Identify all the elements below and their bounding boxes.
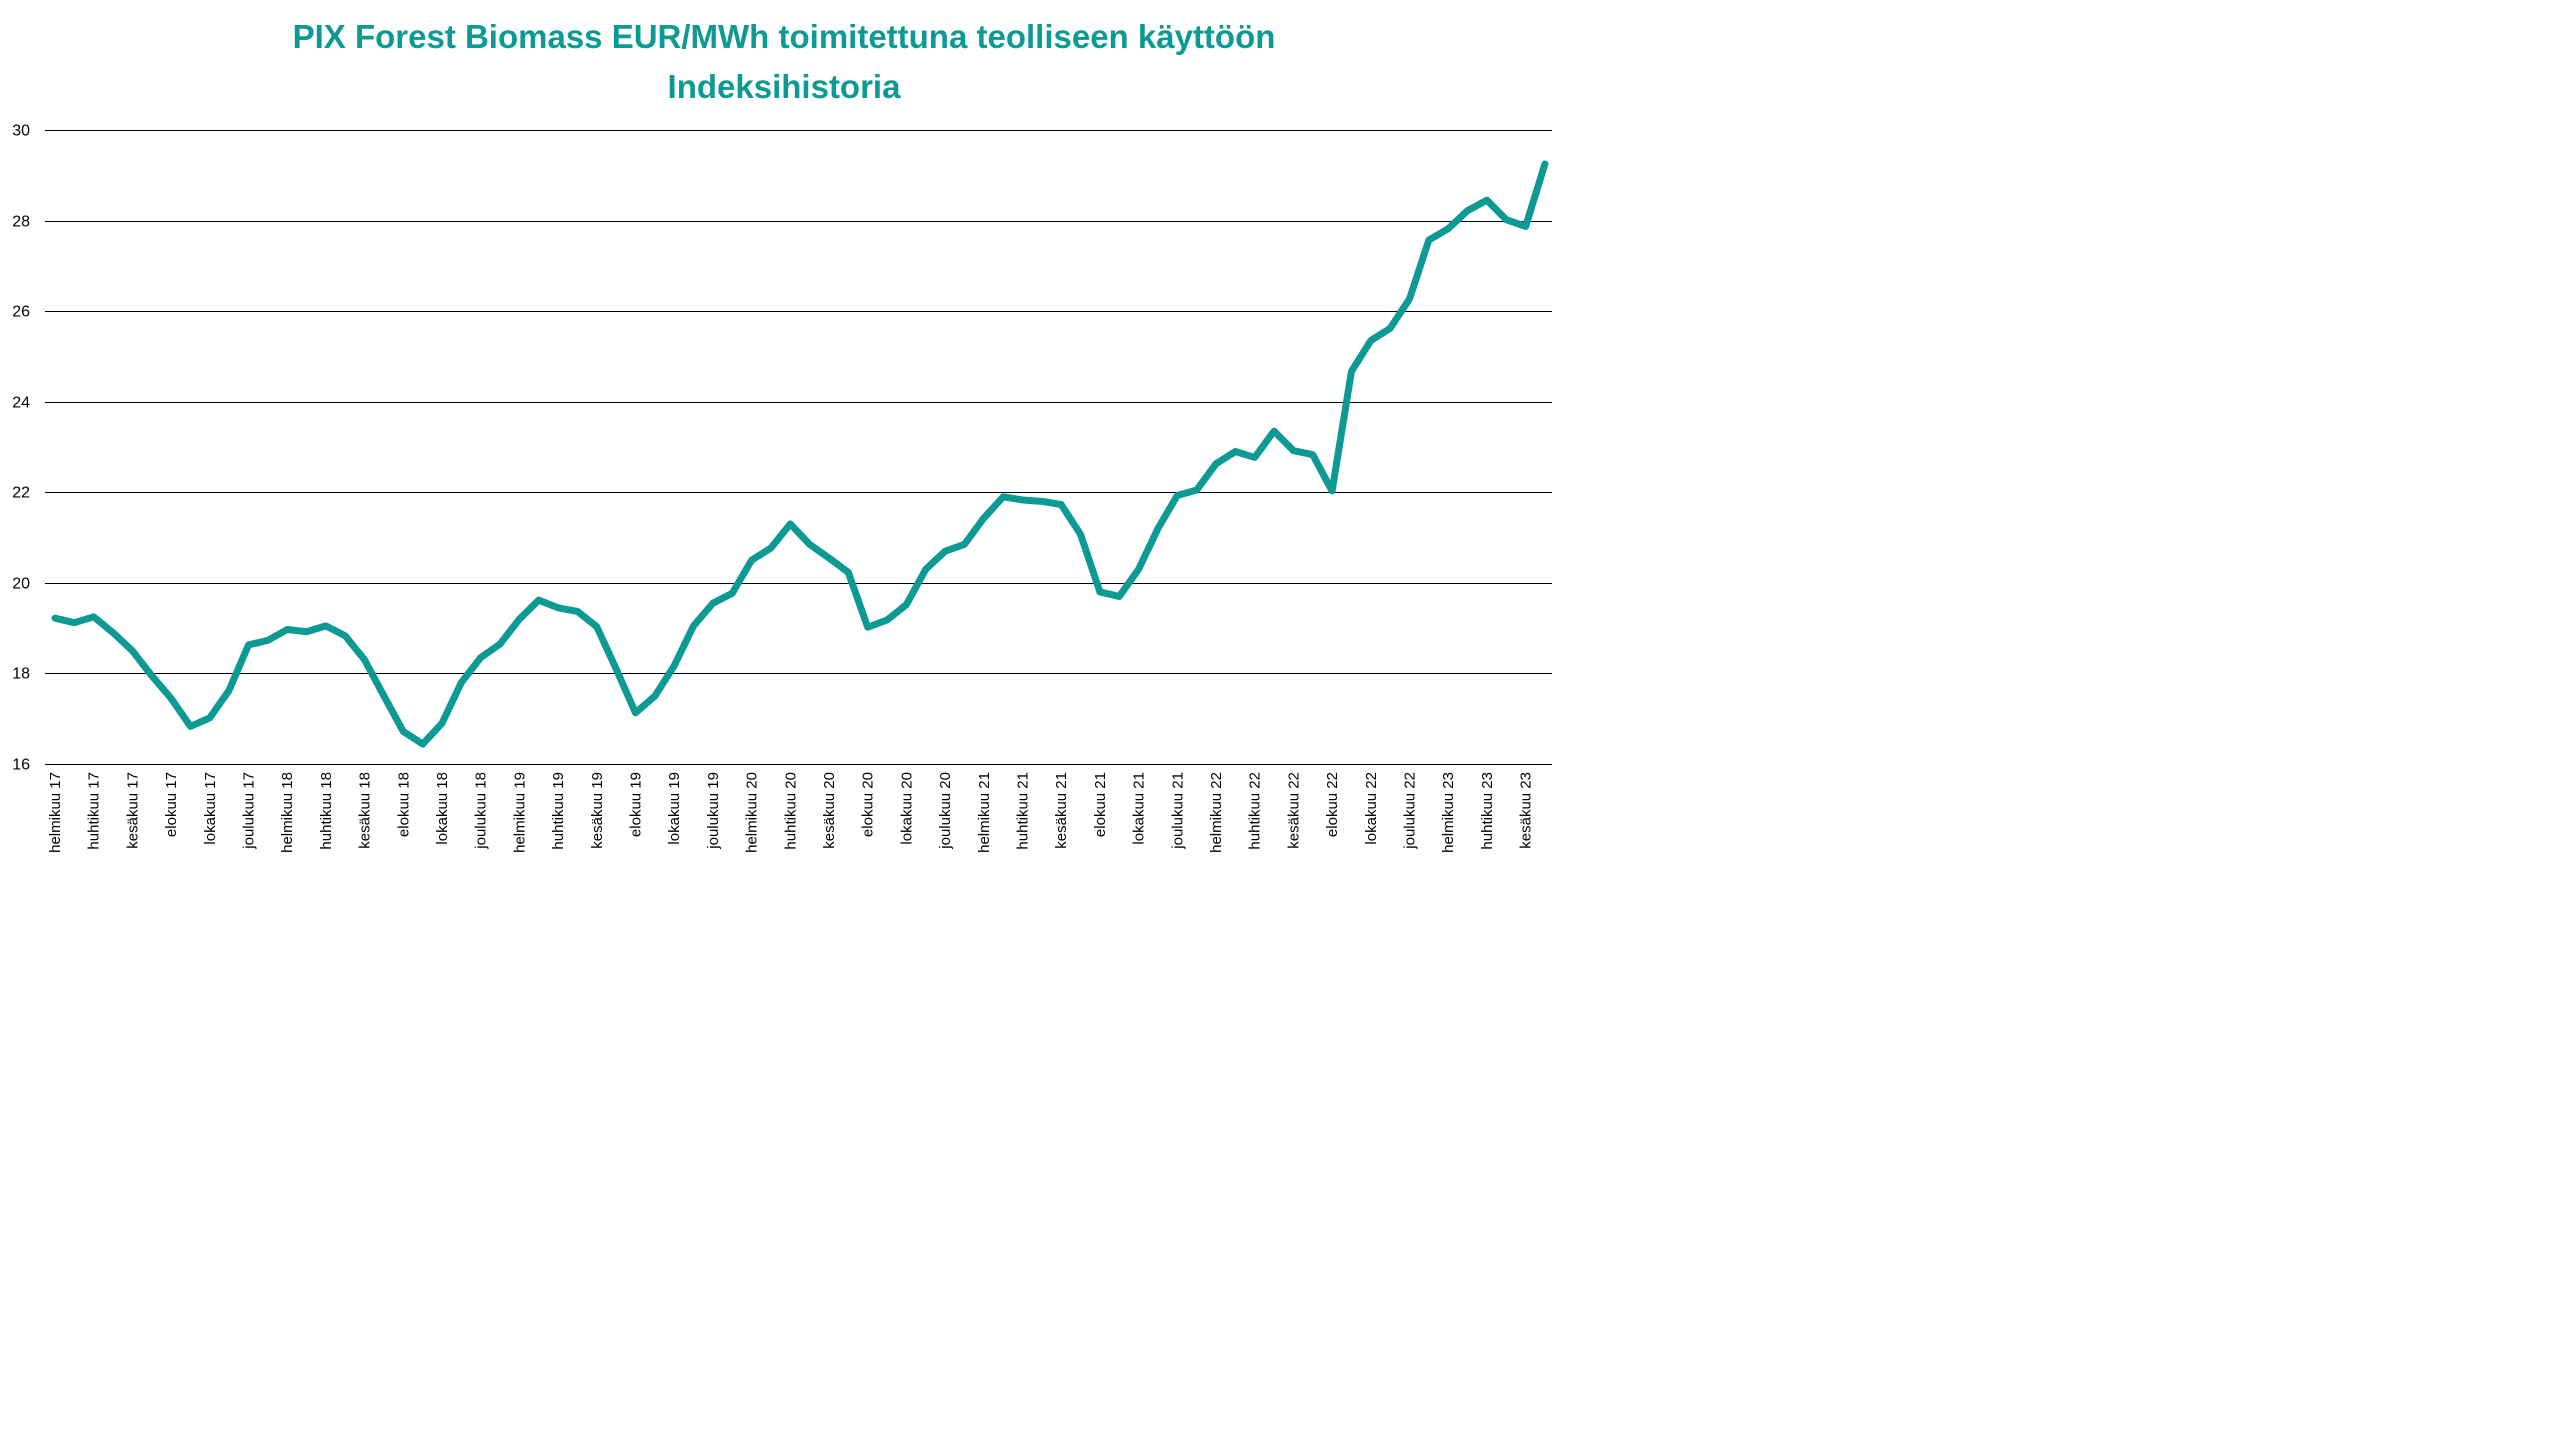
y-tick-label: 18 <box>12 666 30 683</box>
x-tick-label: lokakuu 18 <box>434 772 451 845</box>
x-tick-label: huhtikuu 19 <box>550 772 567 850</box>
y-tick-label: 24 <box>12 395 30 412</box>
x-tick-label: huhtikuu 17 <box>86 772 103 850</box>
x-tick-label: huhtikuu 23 <box>1479 772 1496 850</box>
y-tick-label: 20 <box>12 576 30 593</box>
x-tick-label: joulukuu 17 <box>241 772 258 850</box>
x-tick-label: joulukuu 19 <box>705 772 722 850</box>
chart-subtitle: Indeksihistoria <box>668 68 902 105</box>
x-tick-label: elokuu 19 <box>628 772 645 837</box>
x-tick-label: kesäkuu 17 <box>124 772 141 849</box>
y-tick-label: 22 <box>12 485 30 502</box>
series-line-0 <box>51 160 1549 748</box>
chart-title: PIX Forest Biomass EUR/MWh toimitettuna … <box>293 18 1276 55</box>
x-tick-label: lokakuu 22 <box>1363 772 1380 845</box>
y-tick-label: 16 <box>12 757 30 774</box>
x-tick-label: lokakuu 17 <box>202 772 219 845</box>
x-tick-label: kesäkuu 23 <box>1518 772 1535 849</box>
x-tick-label: helmikuu 19 <box>511 772 528 853</box>
x-tick-label: helmikuu 18 <box>279 772 296 853</box>
x-tick-label: joulukuu 22 <box>1402 772 1419 850</box>
x-tick-label: huhtikuu 22 <box>1247 772 1264 850</box>
gridlines <box>45 130 1552 765</box>
y-tick-label: 28 <box>12 214 30 231</box>
y-tick-label: 26 <box>12 304 30 321</box>
x-tick-label: helmikuu 22 <box>1208 772 1225 853</box>
x-tick-label: huhtikuu 18 <box>318 772 335 850</box>
x-tick-label: helmikuu 17 <box>47 772 64 853</box>
x-tick-label: huhtikuu 21 <box>1015 772 1032 850</box>
x-tick-label: elokuu 17 <box>163 772 180 837</box>
series-layer <box>51 160 1549 748</box>
y-tick-label: 30 <box>12 123 30 140</box>
x-tick-label: elokuu 21 <box>1092 772 1109 837</box>
x-tick-label: helmikuu 21 <box>976 772 993 853</box>
x-tick-label: lokakuu 19 <box>666 772 683 845</box>
x-tick-label: joulukuu 21 <box>1169 772 1186 850</box>
x-tick-label: elokuu 20 <box>860 772 877 837</box>
x-tick-label: lokakuu 20 <box>898 772 915 845</box>
x-tick-label: joulukuu 18 <box>473 772 490 850</box>
x-tick-label: helmikuu 23 <box>1440 772 1457 853</box>
x-tick-label: elokuu 22 <box>1324 772 1341 837</box>
line-chart: PIX Forest Biomass EUR/MWh toimitettuna … <box>12 18 1552 853</box>
x-tick-label: lokakuu 21 <box>1131 772 1148 845</box>
x-tick-label: helmikuu 20 <box>744 772 761 853</box>
x-axis-tick-labels: helmikuu 17 huhtikuu 17 kesäkuu 17 elokuu 1… <box>47 772 1535 853</box>
x-tick-label: elokuu 18 <box>395 772 412 837</box>
x-tick-label: kesäkuu 20 <box>821 772 838 849</box>
x-tick-label: kesäkuu 18 <box>357 772 374 849</box>
x-tick-label: joulukuu 20 <box>937 772 954 850</box>
x-tick-label: kesäkuu 21 <box>1053 772 1070 849</box>
x-tick-label: kesäkuu 19 <box>589 772 606 849</box>
x-tick-label: huhtikuu 20 <box>782 772 799 850</box>
y-axis-tick-labels: 16 18 20 22 24 26 28 30 <box>12 123 30 774</box>
x-tick-label: kesäkuu 22 <box>1285 772 1302 849</box>
